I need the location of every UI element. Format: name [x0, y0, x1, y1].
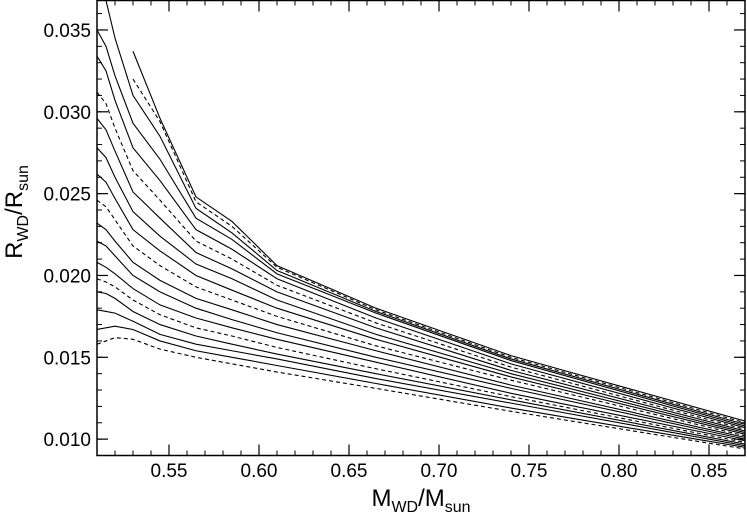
- y-tick-label: 0.025: [43, 185, 91, 206]
- series-line-16: [97, 0, 745, 425]
- series-line-9: [97, 199, 745, 437]
- x-tick-label: 0.55: [151, 461, 188, 482]
- series-line-13: [97, 91, 745, 430]
- y-axis-label: RWD/Rsun: [1, 165, 32, 259]
- x-tick-label: 0.65: [331, 461, 368, 482]
- series-line-11: [97, 147, 745, 434]
- series-line-2: [97, 325, 745, 448]
- y-tick-label: 0.030: [43, 103, 91, 124]
- plot-frame: [96, 0, 746, 457]
- series-line-14: [97, 55, 745, 429]
- series-line-5: [97, 278, 745, 443]
- series-line-4: [97, 291, 745, 445]
- series-line-3: [97, 309, 745, 447]
- series-layer: [97, 0, 745, 450]
- series-line-10: [97, 173, 745, 435]
- x-axis-label: MWD/Msun: [371, 485, 470, 516]
- series-line-6: [97, 261, 745, 442]
- x-tick-label: 0.70: [421, 461, 458, 482]
- series-line-1: [97, 337, 745, 450]
- y-tick-label: 0.015: [43, 348, 91, 369]
- y-tick-label: 0.010: [43, 430, 91, 451]
- series-line-8: [97, 222, 745, 439]
- x-tick-label: 0.85: [691, 461, 728, 482]
- y-tick-label: 0.035: [43, 21, 91, 42]
- series-line-15: [97, 29, 745, 427]
- tick-layer: 0.55 0.60 0.65 0.70 0.75 0.80 0.85 0.010 0.015 0.…: [43, 0, 746, 482]
- series-line-18: [132, 51, 745, 422]
- series-line-7: [97, 240, 745, 440]
- series-line-17: [132, 78, 745, 424]
- x-tick-label: 0.75: [511, 461, 548, 482]
- x-tick-label: 0.80: [601, 461, 638, 482]
- series-line-12: [97, 118, 745, 432]
- x-tick-label: 0.60: [241, 461, 278, 482]
- y-tick-label: 0.020: [43, 266, 91, 287]
